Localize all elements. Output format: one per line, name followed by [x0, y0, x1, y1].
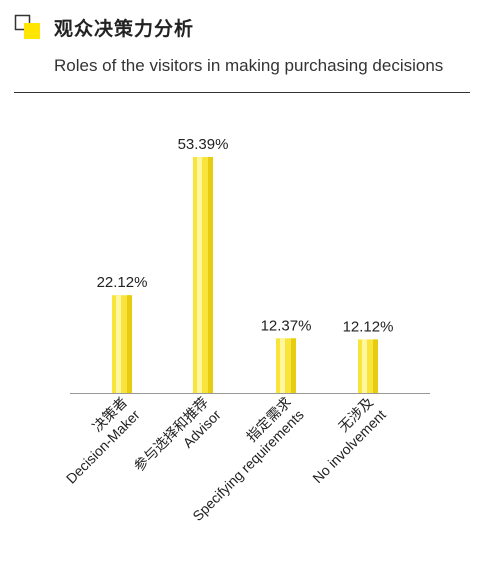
- bar-4-shade: [373, 339, 378, 393]
- value-label-1: 22.12%: [97, 274, 148, 291]
- bar-3-shade: [291, 338, 296, 393]
- bar-1-highlight: [116, 295, 121, 393]
- bar-4: [358, 339, 378, 393]
- chart-title-zh: 观众决策力分析: [54, 18, 195, 40]
- value-label-4: 12.12%: [343, 318, 394, 335]
- bar-3-highlight: [280, 338, 285, 393]
- bar-2: [193, 157, 213, 393]
- chart-header: 观众决策力分析 Roles of the visitors in making …: [0, 0, 500, 100]
- bar-4-highlight: [362, 339, 367, 393]
- bar-2-highlight: [197, 157, 202, 393]
- bar-3: [276, 338, 296, 393]
- value-label-2: 53.39%: [178, 136, 229, 153]
- bar-1-shade: [127, 295, 132, 393]
- chart-title: Roles of the visitors in making purchasi…: [54, 56, 444, 75]
- bar-1: [112, 295, 132, 393]
- value-label-3: 12.37%: [261, 317, 312, 334]
- bar-2-shade: [208, 157, 213, 393]
- title-square-icon: [14, 14, 40, 39]
- header-divider: [14, 92, 470, 93]
